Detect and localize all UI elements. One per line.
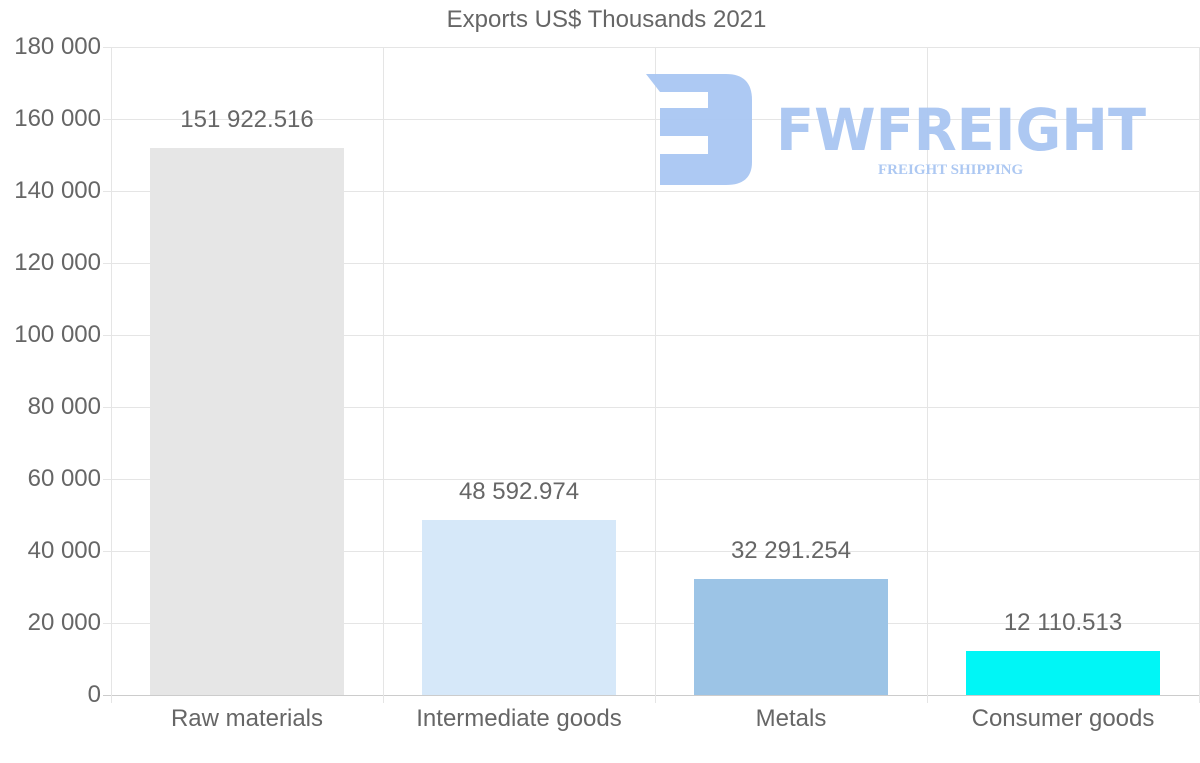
gridline-horizontal bbox=[103, 335, 1200, 336]
y-tick-label: 20 000 bbox=[27, 609, 101, 636]
bar-value-label: 151 922.516 bbox=[180, 106, 314, 134]
gridline-vertical bbox=[383, 47, 384, 703]
bar-value-label: 48 592.974 bbox=[458, 478, 580, 506]
y-tick-label: 100 000 bbox=[14, 321, 101, 348]
x-tick-label: Metals bbox=[755, 705, 827, 732]
y-tick-label: 180 000 bbox=[14, 33, 101, 60]
chart-title: Exports US$ Thousands 2021 bbox=[446, 6, 767, 33]
gridline-horizontal bbox=[103, 263, 1200, 264]
gridline-horizontal bbox=[103, 623, 1200, 624]
y-tick-label: 80 000 bbox=[27, 393, 101, 420]
x-tick-label: Intermediate goods bbox=[416, 705, 622, 732]
gridline-horizontal bbox=[103, 695, 1200, 696]
gridline-vertical bbox=[111, 47, 112, 703]
plot-area: 151 922.516 48 592.974 32 291.254 12 110.51… bbox=[103, 47, 1200, 703]
gridline-vertical bbox=[655, 47, 656, 703]
y-tick-label: 40 000 bbox=[27, 537, 101, 564]
bar-value-label: 12 110.513 bbox=[1003, 609, 1123, 637]
y-tick-label: 0 bbox=[87, 681, 101, 708]
y-tick-label: 120 000 bbox=[14, 249, 101, 276]
gridline-horizontal bbox=[103, 407, 1200, 408]
gridline-horizontal bbox=[103, 47, 1200, 48]
bar-consumer-goods[interactable] bbox=[966, 651, 1160, 695]
y-tick-label: 160 000 bbox=[14, 105, 101, 132]
fwfreight-logo-watermark: FWFREIGHT FREIGHT SHIPPING bbox=[646, 74, 1146, 185]
logo-tagline-text: FREIGHT SHIPPING bbox=[878, 162, 1023, 178]
logo-mark-icon bbox=[646, 74, 752, 185]
y-tick-label: 60 000 bbox=[27, 465, 101, 492]
logo-brand-text: FWFREIGHT bbox=[776, 96, 1146, 164]
bar-intermediate-goods[interactable] bbox=[422, 520, 616, 695]
bar-value-label: 32 291.254 bbox=[730, 536, 852, 564]
bar-raw-materials[interactable] bbox=[150, 148, 344, 695]
gridline-horizontal bbox=[103, 119, 1200, 120]
y-tick-label: 140 000 bbox=[14, 177, 101, 204]
x-tick-label: Consumer goods bbox=[971, 705, 1155, 732]
gridline-horizontal bbox=[103, 551, 1200, 552]
gridline-horizontal bbox=[103, 479, 1200, 480]
bar-metals[interactable] bbox=[694, 578, 888, 695]
x-tick-label: Raw materials bbox=[170, 705, 324, 732]
gridline-vertical bbox=[927, 47, 928, 703]
gridline-horizontal bbox=[103, 191, 1200, 192]
